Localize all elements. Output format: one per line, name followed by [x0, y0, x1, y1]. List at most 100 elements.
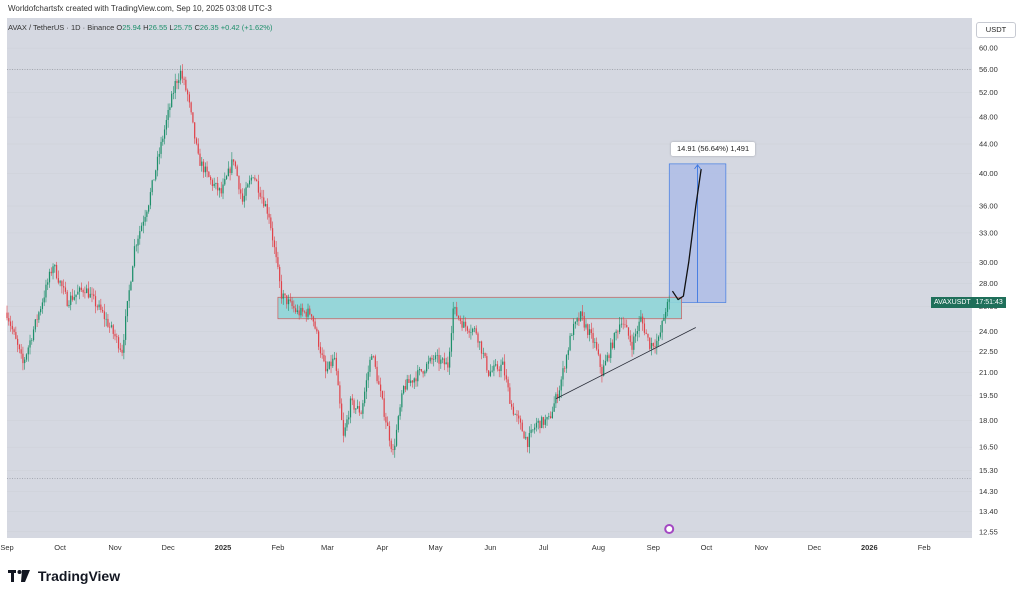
- candle-body: [107, 318, 109, 327]
- candle-body: [431, 357, 433, 360]
- y-tick-label: 18.00: [979, 416, 998, 425]
- y-tick-label: 40.00: [979, 169, 998, 178]
- x-tick-label: 2026: [861, 543, 878, 552]
- candle-body: [629, 335, 631, 342]
- candle-body: [318, 331, 320, 347]
- candle-body: [574, 321, 576, 324]
- x-tick-label: Jun: [484, 543, 496, 552]
- candle-body: [264, 204, 267, 207]
- candle-body: [601, 366, 603, 376]
- candle-body: [472, 328, 474, 333]
- candle-body: [174, 81, 176, 93]
- candle-body: [171, 93, 173, 108]
- candle-body: [525, 436, 527, 439]
- candle-body: [420, 368, 422, 372]
- x-tick-label: Sep: [0, 543, 13, 552]
- candle-body: [24, 359, 26, 364]
- y-tick-label: 16.50: [979, 443, 998, 452]
- candle-body: [169, 107, 171, 111]
- candle-body: [125, 316, 127, 340]
- candle-body: [659, 332, 661, 337]
- candle-body: [457, 315, 460, 318]
- candle-body: [245, 187, 247, 196]
- candle-body: [604, 360, 607, 366]
- y-tick-label: 21.00: [979, 368, 998, 377]
- candle-body: [456, 307, 458, 316]
- candle-body: [346, 419, 348, 428]
- price-axis-area[interactable]: [972, 18, 1024, 548]
- candle-body: [188, 94, 190, 103]
- candle-body: [204, 166, 206, 173]
- candle-body: [325, 361, 327, 372]
- candle-body: [213, 183, 215, 187]
- candle-body: [121, 349, 123, 353]
- candle-body: [560, 379, 562, 391]
- candle-body: [551, 411, 553, 419]
- ohlc-open: 25.94: [122, 23, 142, 32]
- candle-body: [96, 306, 98, 308]
- price-tag-countdown: 17:51:43: [975, 299, 1003, 306]
- candle-body: [627, 327, 630, 336]
- candle-body: [592, 333, 594, 343]
- y-tick-label: 48.00: [979, 113, 998, 122]
- candle-body: [613, 332, 615, 348]
- candle-body: [270, 217, 272, 229]
- candle-body: [15, 332, 17, 339]
- candle-body: [542, 417, 545, 425]
- candle-body: [240, 189, 242, 194]
- candle-body: [25, 354, 28, 360]
- candle-body: [66, 291, 68, 307]
- candle-body: [411, 380, 414, 383]
- candle-body: [369, 359, 371, 372]
- candle-body: [388, 426, 391, 441]
- candle-body: [580, 311, 582, 321]
- candle-body: [190, 102, 192, 113]
- candle-body: [59, 281, 61, 283]
- candle-body: [300, 307, 302, 316]
- candle-body: [484, 352, 486, 357]
- candle-body: [119, 348, 121, 350]
- candle-body: [162, 138, 164, 142]
- y-tick-label: 30.00: [979, 258, 998, 267]
- candle-body: [210, 176, 212, 181]
- candle-body: [349, 398, 352, 418]
- resistance-zone: [277, 296, 682, 320]
- candle-body: [123, 339, 125, 353]
- candle-body: [256, 179, 258, 182]
- x-tick-label: Nov: [755, 543, 769, 552]
- candle-body: [279, 266, 281, 282]
- tradingview-brand[interactable]: TradingView: [8, 568, 120, 585]
- candle-body: [594, 342, 596, 343]
- candle-body: [101, 309, 104, 312]
- candle-body: [358, 406, 360, 413]
- ohlc-high-label: H: [143, 23, 149, 32]
- candle-body: [9, 321, 12, 326]
- currency-button[interactable]: USDT: [976, 22, 1016, 38]
- candle-body: [50, 271, 52, 274]
- candle-body: [530, 429, 532, 434]
- candle-body: [544, 419, 546, 425]
- candle-body: [503, 361, 506, 376]
- candle-body: [109, 326, 111, 328]
- candle-body: [112, 325, 114, 334]
- brand-name: TradingView: [37, 568, 121, 584]
- candle-body: [482, 352, 484, 354]
- candle-body: [489, 371, 492, 376]
- candle-body: [654, 346, 656, 347]
- candle-body: [367, 371, 369, 381]
- candle-body: [71, 295, 74, 300]
- candle-body: [52, 266, 54, 274]
- candle-body: [234, 161, 237, 167]
- candle-body: [155, 170, 157, 180]
- ohlc-open-label: O: [116, 23, 123, 32]
- candle-body: [433, 359, 435, 360]
- candle-body: [195, 138, 198, 144]
- candle-body: [557, 394, 559, 399]
- annotation-layer: [555, 168, 702, 534]
- candle-body: [179, 70, 182, 81]
- candle-body: [581, 311, 584, 316]
- ohlc-change: +0.42 (+1.62%): [220, 23, 273, 32]
- candle-body: [201, 161, 203, 166]
- candle-body: [362, 403, 364, 414]
